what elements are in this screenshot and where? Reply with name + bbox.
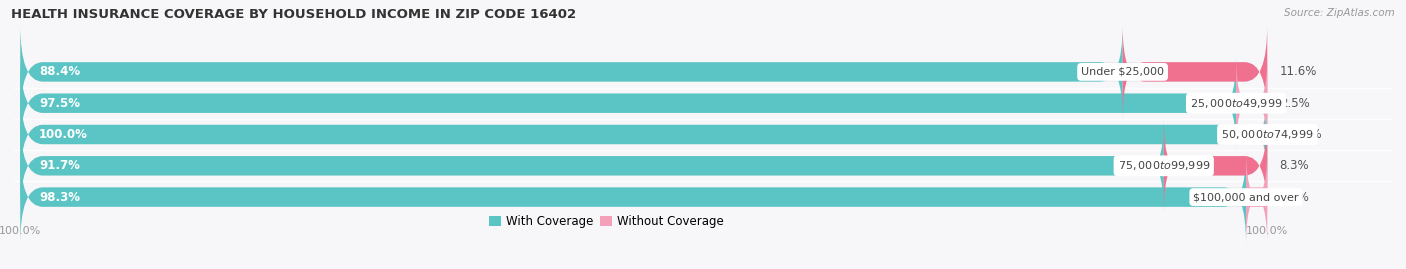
Text: 100.0%: 100.0% bbox=[39, 128, 87, 141]
FancyBboxPatch shape bbox=[20, 25, 1267, 119]
Text: 88.4%: 88.4% bbox=[39, 65, 80, 78]
FancyBboxPatch shape bbox=[1122, 25, 1267, 119]
Text: 91.7%: 91.7% bbox=[39, 159, 80, 172]
Text: $75,000 to $99,999: $75,000 to $99,999 bbox=[1118, 159, 1211, 172]
Text: 1.7%: 1.7% bbox=[1279, 191, 1309, 204]
Text: 0.0%: 0.0% bbox=[1292, 128, 1322, 141]
FancyBboxPatch shape bbox=[1236, 56, 1267, 150]
Text: Source: ZipAtlas.com: Source: ZipAtlas.com bbox=[1284, 8, 1395, 18]
FancyBboxPatch shape bbox=[20, 150, 1267, 244]
FancyBboxPatch shape bbox=[20, 88, 1267, 181]
Text: HEALTH INSURANCE COVERAGE BY HOUSEHOLD INCOME IN ZIP CODE 16402: HEALTH INSURANCE COVERAGE BY HOUSEHOLD I… bbox=[11, 8, 576, 21]
FancyBboxPatch shape bbox=[1244, 150, 1268, 244]
Text: 11.6%: 11.6% bbox=[1279, 65, 1317, 78]
FancyBboxPatch shape bbox=[20, 119, 1164, 213]
Text: 97.5%: 97.5% bbox=[39, 97, 80, 110]
FancyBboxPatch shape bbox=[20, 56, 1267, 150]
Text: 2.5%: 2.5% bbox=[1279, 97, 1309, 110]
Text: Under $25,000: Under $25,000 bbox=[1081, 67, 1164, 77]
Text: $50,000 to $74,999: $50,000 to $74,999 bbox=[1220, 128, 1313, 141]
FancyBboxPatch shape bbox=[20, 150, 1246, 244]
Legend: With Coverage, Without Coverage: With Coverage, Without Coverage bbox=[489, 215, 724, 228]
Text: $100,000 and over: $100,000 and over bbox=[1194, 192, 1299, 202]
FancyBboxPatch shape bbox=[20, 119, 1267, 213]
Text: $25,000 to $49,999: $25,000 to $49,999 bbox=[1189, 97, 1282, 110]
Text: 98.3%: 98.3% bbox=[39, 191, 80, 204]
FancyBboxPatch shape bbox=[20, 25, 1122, 119]
FancyBboxPatch shape bbox=[20, 56, 1236, 150]
FancyBboxPatch shape bbox=[1164, 119, 1267, 213]
FancyBboxPatch shape bbox=[20, 88, 1267, 181]
Text: 8.3%: 8.3% bbox=[1279, 159, 1309, 172]
